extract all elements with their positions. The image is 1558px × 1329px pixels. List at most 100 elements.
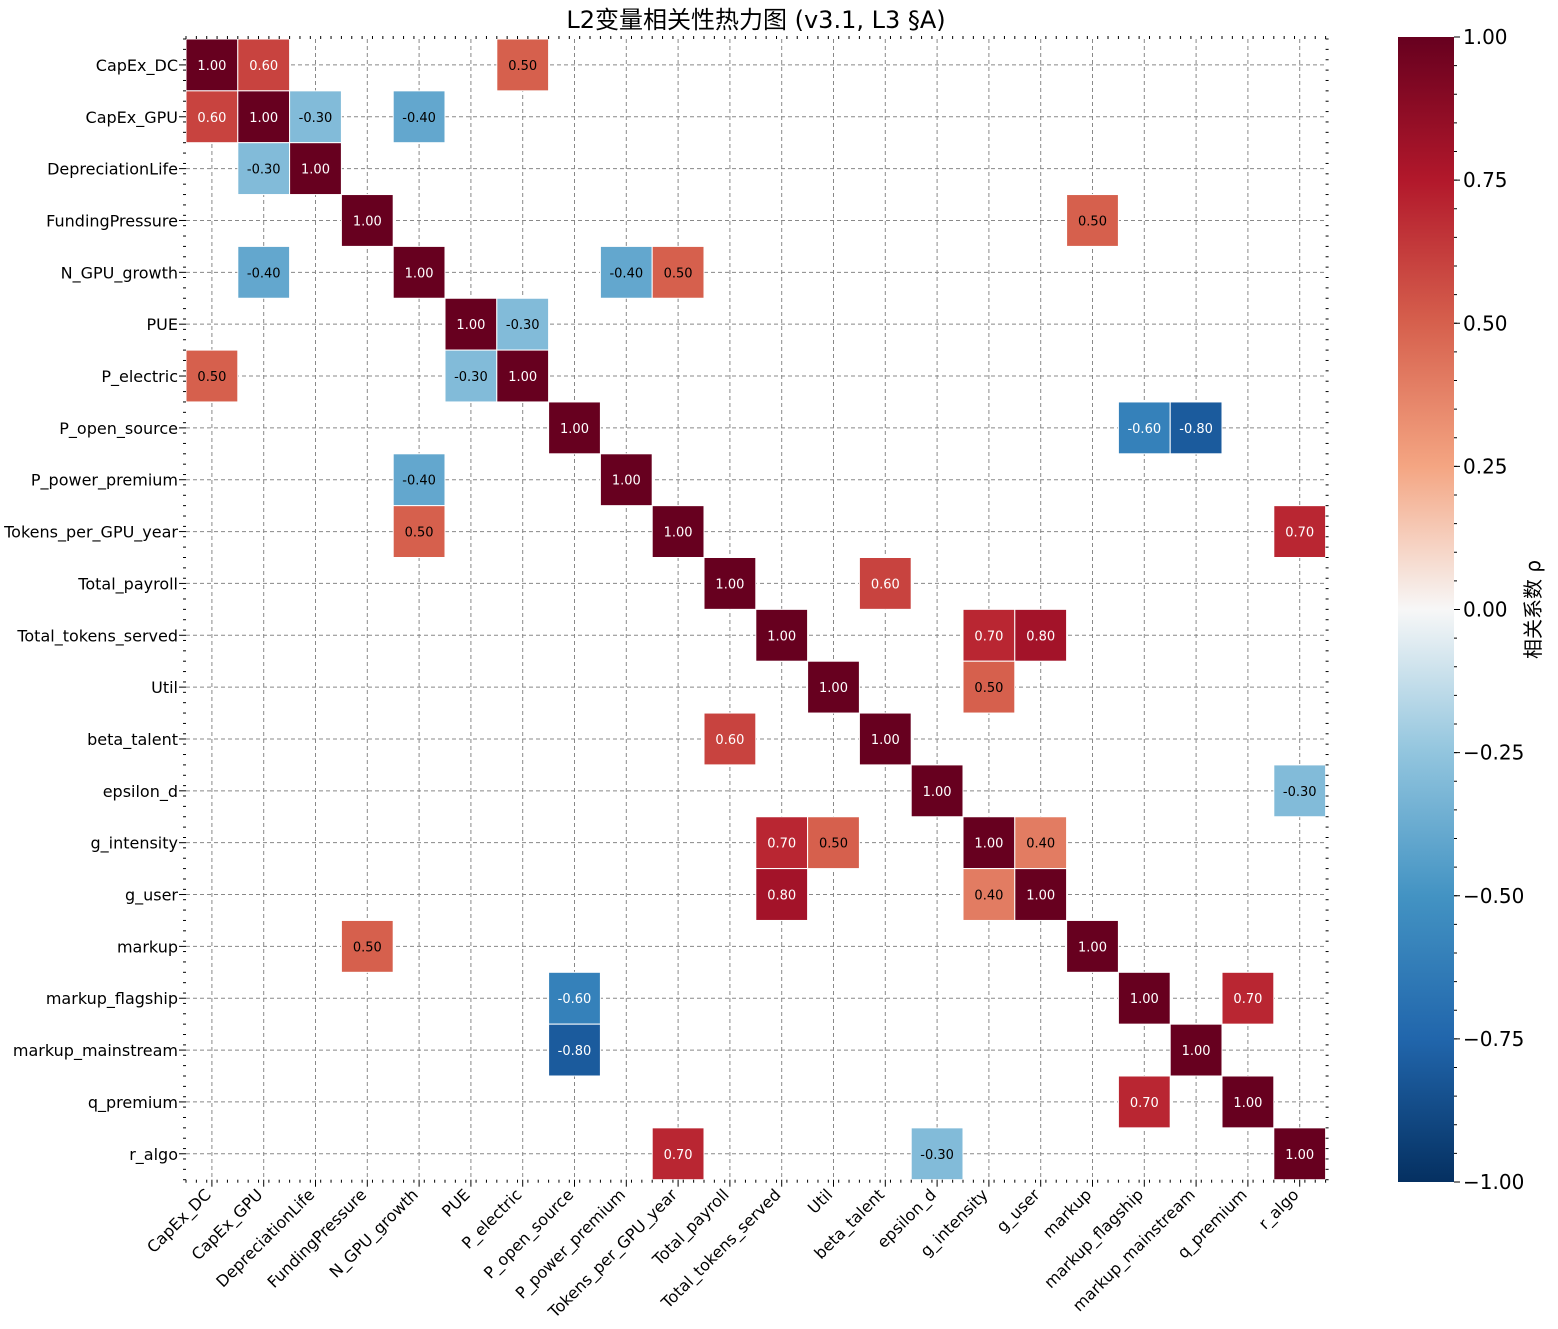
- heatmap-cell: [807, 816, 860, 870]
- heatmap-cell: [185, 349, 239, 403]
- colorbar-tick-label: −0.50: [1463, 884, 1524, 908]
- cell-value-label: 1.00: [871, 733, 900, 748]
- heatmap-cell: [858, 712, 912, 766]
- heatmap-cell: [1273, 505, 1327, 558]
- y-tick-label: epsilon_d: [103, 782, 178, 802]
- y-tick-label: markup: [117, 937, 178, 956]
- chart-title: L2变量相关性热力图 (v3.1, L3 §A): [566, 6, 945, 34]
- heatmap-cell: [1014, 608, 1068, 662]
- cell-value-label: 1.00: [1026, 889, 1055, 904]
- y-tick-label: N_GPU_growth: [61, 263, 178, 283]
- cell-value-label: 1.00: [405, 266, 434, 281]
- colorbar-label: 相关系数 ρ: [1521, 560, 1545, 659]
- cell-value-label: 1.00: [923, 785, 952, 800]
- cell-value-label: 1.00: [353, 214, 382, 229]
- y-tick-label: g_intensity: [90, 834, 178, 854]
- heatmap-cell: [962, 816, 1016, 870]
- heatmap-cell: [1169, 1023, 1223, 1077]
- cell-value-label: 0.80: [767, 889, 796, 904]
- heatmap-cell: [651, 245, 705, 299]
- x-tick-label: P_open_source: [480, 1185, 578, 1283]
- colorbar-tick-label: −1.00: [1463, 1170, 1524, 1194]
- heatmap-cell: [392, 505, 446, 558]
- y-tick-label: CapEx_DC: [96, 56, 178, 76]
- x-tick-label: g_user: [993, 1185, 1045, 1237]
- heatmap-cell: [703, 712, 757, 766]
- heatmap-cell: [289, 90, 342, 144]
- heatmap-cell: [807, 660, 860, 714]
- y-tick-label: markup_mainstream: [13, 1041, 178, 1061]
- colorbar: −1.00 −0.75 −0.50 −0.25 0.00 0.25 0.50 0.75 1.00: [1398, 25, 1524, 1194]
- y-tick-label: P_open_source: [59, 419, 178, 439]
- heatmap-cell: [1117, 1075, 1171, 1129]
- cell-value-label: 0.60: [249, 59, 278, 74]
- y-tick-label: beta_talent: [87, 730, 178, 750]
- heatmap-cell: [392, 453, 446, 507]
- heatmap-cell: [755, 608, 809, 662]
- heatmap-cell: [496, 349, 550, 403]
- cell-value-label: -0.30: [247, 163, 281, 178]
- heatmap-cell: [651, 1127, 705, 1181]
- cell-value-label: 1.00: [1078, 940, 1107, 955]
- cell-value-label: 1.00: [1285, 1148, 1314, 1163]
- y-tick-label: Tokens_per_GPU_year: [3, 523, 178, 543]
- cell-value-label: 0.50: [1078, 214, 1107, 229]
- heatmap-cell: [1117, 971, 1171, 1025]
- y-tick-label: q_premium: [88, 1093, 178, 1113]
- x-tick-label: PUE: [438, 1185, 474, 1221]
- colorbar-tick-label: −0.75: [1463, 1027, 1524, 1051]
- cell-value-label: 1.00: [612, 474, 641, 489]
- heatmap-cell: [858, 557, 912, 610]
- cell-value-label: 0.40: [1026, 837, 1055, 852]
- heatmap-cell: [548, 971, 601, 1025]
- axis-ticks: [179, 36, 1329, 1187]
- heatmap-cell: [548, 1023, 601, 1077]
- cell-value-label: 0.80: [1026, 629, 1055, 644]
- heatmap-cell: [962, 608, 1016, 662]
- y-tick-label: markup_flagship: [46, 989, 178, 1009]
- heatmap-cell: [755, 868, 809, 921]
- heatmap-cell: [496, 38, 550, 92]
- cell-value-label: -0.60: [558, 992, 592, 1007]
- cell-value-label: -0.40: [609, 266, 643, 281]
- heatmap-cell: [1117, 401, 1171, 455]
- y-tick-label: Total_tokens_served: [16, 626, 178, 646]
- cell-value-label: -0.30: [299, 111, 333, 126]
- x-tick-label: r_algo: [1255, 1185, 1304, 1234]
- heatmap-cell: [289, 142, 342, 196]
- cell-value-label: 0.50: [664, 266, 693, 281]
- heatmap-cell: [237, 90, 291, 144]
- heatmap-cell: [599, 245, 653, 299]
- cell-value-label: 0.40: [974, 889, 1003, 904]
- heatmap-cell: [1221, 1075, 1275, 1129]
- heatmap-cell: [340, 919, 394, 973]
- heatmap-cell: [1014, 868, 1068, 921]
- heatmap-cell: [651, 505, 705, 558]
- heatmap-cell: [237, 245, 291, 299]
- y-tick-label: P_electric: [101, 367, 178, 387]
- heatmap-cell: [1169, 401, 1223, 455]
- cell-value-label: 0.70: [767, 837, 796, 852]
- colorbar-tick-label: 1.00: [1463, 25, 1508, 49]
- cell-value-label: 1.00: [767, 629, 796, 644]
- cell-value-label: 1.00: [249, 111, 278, 126]
- colorbar-tick-label: 0.50: [1463, 311, 1508, 335]
- cell-value-label: -0.30: [506, 318, 540, 333]
- heatmap-cell: [599, 453, 653, 507]
- cell-value-label: -0.40: [402, 474, 436, 489]
- heatmap-cell: [1273, 1127, 1327, 1181]
- y-tick-label: g_user: [125, 886, 178, 906]
- cell-value-label: -0.30: [454, 370, 488, 385]
- heatmap-cell: [1066, 919, 1119, 973]
- heatmap-cell: [237, 142, 291, 196]
- cell-value-label: 0.70: [1285, 526, 1314, 541]
- cell-value-label: 0.60: [715, 733, 744, 748]
- heatmap-cell: [548, 401, 601, 455]
- cell-value-label: 0.50: [197, 370, 226, 385]
- heatmap-cell: [392, 90, 446, 144]
- y-tick-label: P_power_premium: [31, 471, 178, 491]
- heatmap-cell: [444, 297, 498, 351]
- heatmap-cell: [703, 557, 757, 610]
- cell-value-label: 0.60: [871, 577, 900, 592]
